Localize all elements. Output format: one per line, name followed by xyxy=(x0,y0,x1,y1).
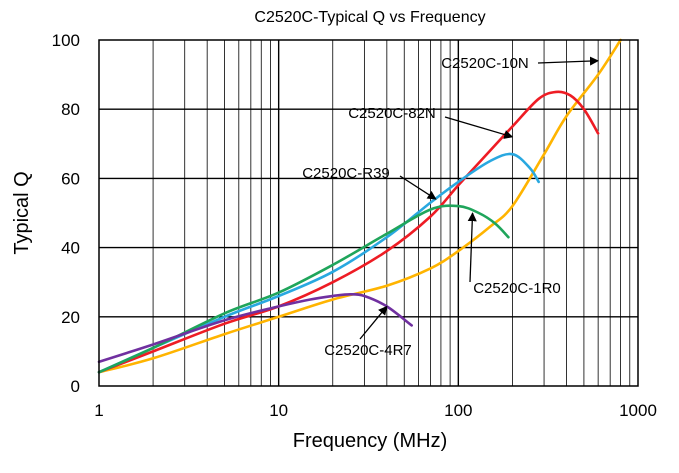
plot-frame xyxy=(98,39,639,387)
x-tick-label: 1000 xyxy=(619,401,657,420)
callout-label: C2520C-10N xyxy=(441,55,529,72)
callouts: C2520C-10N C2520C-82N C2520C-R39 C2520C-1R0… xyxy=(302,55,600,359)
x-tick-label: 100 xyxy=(444,401,472,420)
callout-arrow xyxy=(359,305,388,340)
series-line-c2520c-10n xyxy=(97,38,622,374)
y-tick-label: 60 xyxy=(61,169,80,188)
y-axis-label: Typical Q xyxy=(11,171,33,254)
y-tick-label: 80 xyxy=(61,100,80,119)
callout-label: C2520C-4R7 xyxy=(324,342,412,359)
series-line-c2520c-1r0 xyxy=(97,204,510,374)
chart-title: C2520C-Typical Q vs Frequency xyxy=(254,9,485,26)
callout-arrow xyxy=(467,212,477,283)
y-tick-label: 0 xyxy=(71,377,80,396)
callout-label: C2520C-82N xyxy=(348,105,436,122)
callout-arrow xyxy=(537,56,600,66)
series-line-c2520c-82n xyxy=(97,90,600,374)
x-tick-label: 10 xyxy=(269,401,288,420)
y-tick-label: 40 xyxy=(61,239,80,258)
callout-label: C2520C-1R0 xyxy=(473,280,561,297)
x-axis-label: Frequency (MHz) xyxy=(293,430,447,452)
series-lines xyxy=(97,38,622,374)
y-tick-label: 100 xyxy=(52,31,80,50)
series-line-c2520c-4r7 xyxy=(97,292,413,364)
y-tick-label: 20 xyxy=(61,308,80,327)
callout-label: C2520C-R39 xyxy=(302,165,390,182)
x-tick-label: 1 xyxy=(94,401,103,420)
tick-labels: 1 10 100 1000 0 20 40 60 80 100 xyxy=(52,31,657,420)
callout-arrow xyxy=(399,175,437,200)
callout-arrow xyxy=(444,116,514,139)
